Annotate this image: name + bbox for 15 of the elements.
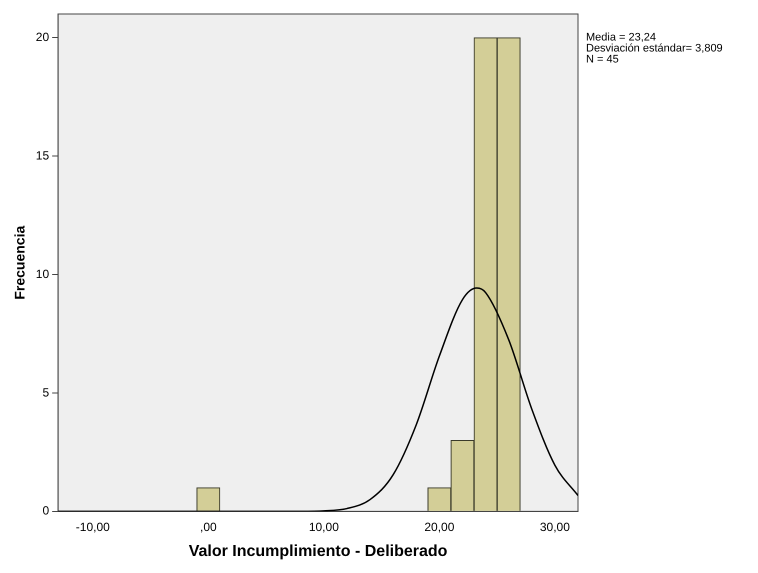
x-tick-label: -10,00 <box>76 520 110 534</box>
y-axis-title: Frecuencia <box>11 226 28 300</box>
y-tick-label: 20 <box>36 30 50 44</box>
y-tick-label: 5 <box>42 385 50 400</box>
x-tick-label: ,00 <box>200 520 217 534</box>
y-tick-label: 15 <box>36 148 50 162</box>
x-tick-label: 30,00 <box>540 520 570 534</box>
y-tick-label: 10 <box>36 266 50 281</box>
text: Desviación estándar= 3,809 <box>586 42 723 55</box>
x-tick-label: 10,00 <box>308 520 340 534</box>
x-axis-title: Valor Incumplimiento - Deliberado <box>188 542 448 560</box>
text: Media = 23,24 <box>586 32 656 44</box>
y-tick-label: 0 <box>42 504 50 518</box>
text: N = 45 <box>586 54 619 66</box>
x-tick-label: 20,00 <box>424 520 455 534</box>
